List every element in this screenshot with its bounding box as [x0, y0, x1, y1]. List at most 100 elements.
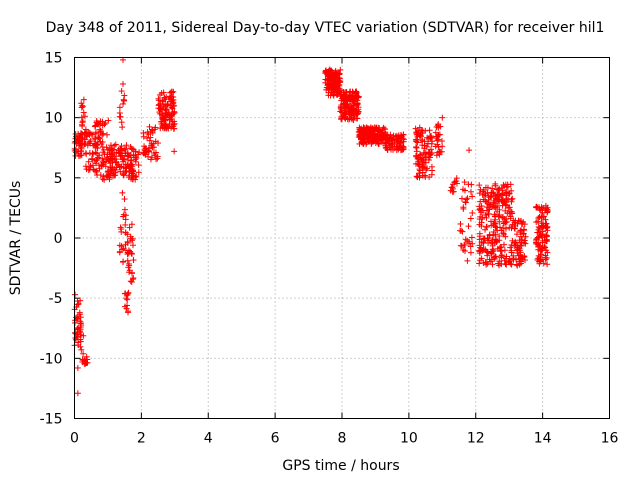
data-point: [72, 330, 79, 337]
data-point: [510, 252, 517, 259]
data-point: [414, 160, 421, 167]
data-point: [85, 167, 92, 174]
data-point: [484, 249, 491, 256]
data-point: [324, 84, 331, 91]
data-point: [118, 88, 125, 95]
data-point: [540, 213, 547, 220]
plot-frame: [74, 57, 610, 419]
data-point: [458, 227, 465, 234]
data-point: [147, 134, 154, 141]
data-point: [100, 161, 107, 168]
data-point: [419, 172, 426, 179]
data-point: [361, 129, 368, 136]
y-tick-label: 5: [54, 171, 63, 187]
data-point: [149, 127, 156, 134]
data-point: [160, 89, 167, 96]
data-point: [140, 129, 147, 136]
data-point: [78, 114, 85, 121]
data-point: [534, 241, 541, 248]
data-point: [92, 129, 99, 136]
data-point: [124, 239, 131, 246]
data-point: [338, 102, 345, 109]
data-point-outlier: [439, 114, 446, 121]
data-point: [153, 156, 160, 163]
data-point: [439, 143, 446, 150]
data-point: [124, 257, 131, 264]
y-tick-label: 10: [45, 111, 63, 127]
data-point: [544, 207, 551, 214]
data-point: [116, 242, 123, 249]
data-point: [79, 118, 86, 125]
data-point: [132, 148, 139, 155]
data-point: [490, 190, 497, 197]
y-tick-label: -10: [40, 351, 63, 367]
data-point: [355, 93, 362, 100]
data-point: [496, 233, 503, 240]
data-point-outlier: [80, 96, 87, 103]
data-point: [482, 184, 489, 191]
data-point: [520, 226, 527, 233]
data-point: [518, 217, 525, 224]
data-point: [424, 134, 431, 141]
data-point: [142, 147, 149, 154]
data-point: [99, 176, 106, 183]
data-point: [360, 139, 367, 146]
data-point: [93, 168, 100, 175]
data-point: [421, 164, 428, 171]
data-point: [460, 205, 467, 212]
x-tick-label: 10: [400, 431, 418, 447]
data-point: [81, 113, 88, 120]
data-point: [464, 195, 471, 202]
data-point: [346, 88, 353, 95]
data-point: [476, 248, 483, 255]
data-point: [355, 128, 362, 135]
data-point: [83, 150, 90, 157]
y-tick-label: -15: [40, 412, 63, 428]
x-tick-label: 6: [271, 431, 280, 447]
data-point: [384, 132, 391, 139]
data-point: [490, 232, 497, 239]
data-point: [126, 269, 133, 276]
data-point: [461, 179, 468, 186]
data-point: [92, 123, 99, 130]
data-point: [157, 105, 164, 112]
data-point: [506, 224, 513, 231]
data-point: [388, 146, 395, 153]
data-point: [542, 254, 549, 261]
data-point: [489, 185, 496, 192]
data-point: [353, 115, 360, 122]
data-point: [434, 122, 441, 129]
data-point: [535, 223, 542, 230]
data-point: [354, 100, 361, 107]
data-point: [518, 236, 525, 243]
data-point: [171, 109, 178, 116]
data-point: [325, 89, 332, 96]
data-point: [72, 152, 79, 159]
data-point: [463, 196, 470, 203]
data-point: [86, 129, 93, 136]
data-point: [496, 218, 503, 225]
data-point: [115, 161, 122, 168]
data-point: [170, 110, 177, 117]
data-point: [491, 213, 498, 220]
data-point: [483, 248, 490, 255]
data-point: [77, 297, 84, 304]
data-point: [322, 76, 329, 83]
data-point: [426, 149, 433, 156]
data-point: [78, 144, 85, 151]
data-point: [157, 118, 164, 125]
data-point: [350, 116, 357, 123]
data-point: [74, 136, 81, 143]
data-point: [367, 124, 374, 131]
data-point: [537, 258, 544, 265]
data-point: [81, 358, 88, 365]
data-point: [414, 133, 421, 140]
axes: 0 2 4 6 8 10 12 14 16 -15 -10 -5 0 5 10 15: [40, 51, 619, 447]
x-tick-label: 0: [70, 431, 79, 447]
data-point: [125, 156, 132, 163]
data-point: [513, 231, 520, 238]
data-point: [121, 92, 128, 99]
data-point: [146, 137, 153, 144]
data-point: [485, 210, 492, 217]
data-point: [96, 126, 103, 133]
